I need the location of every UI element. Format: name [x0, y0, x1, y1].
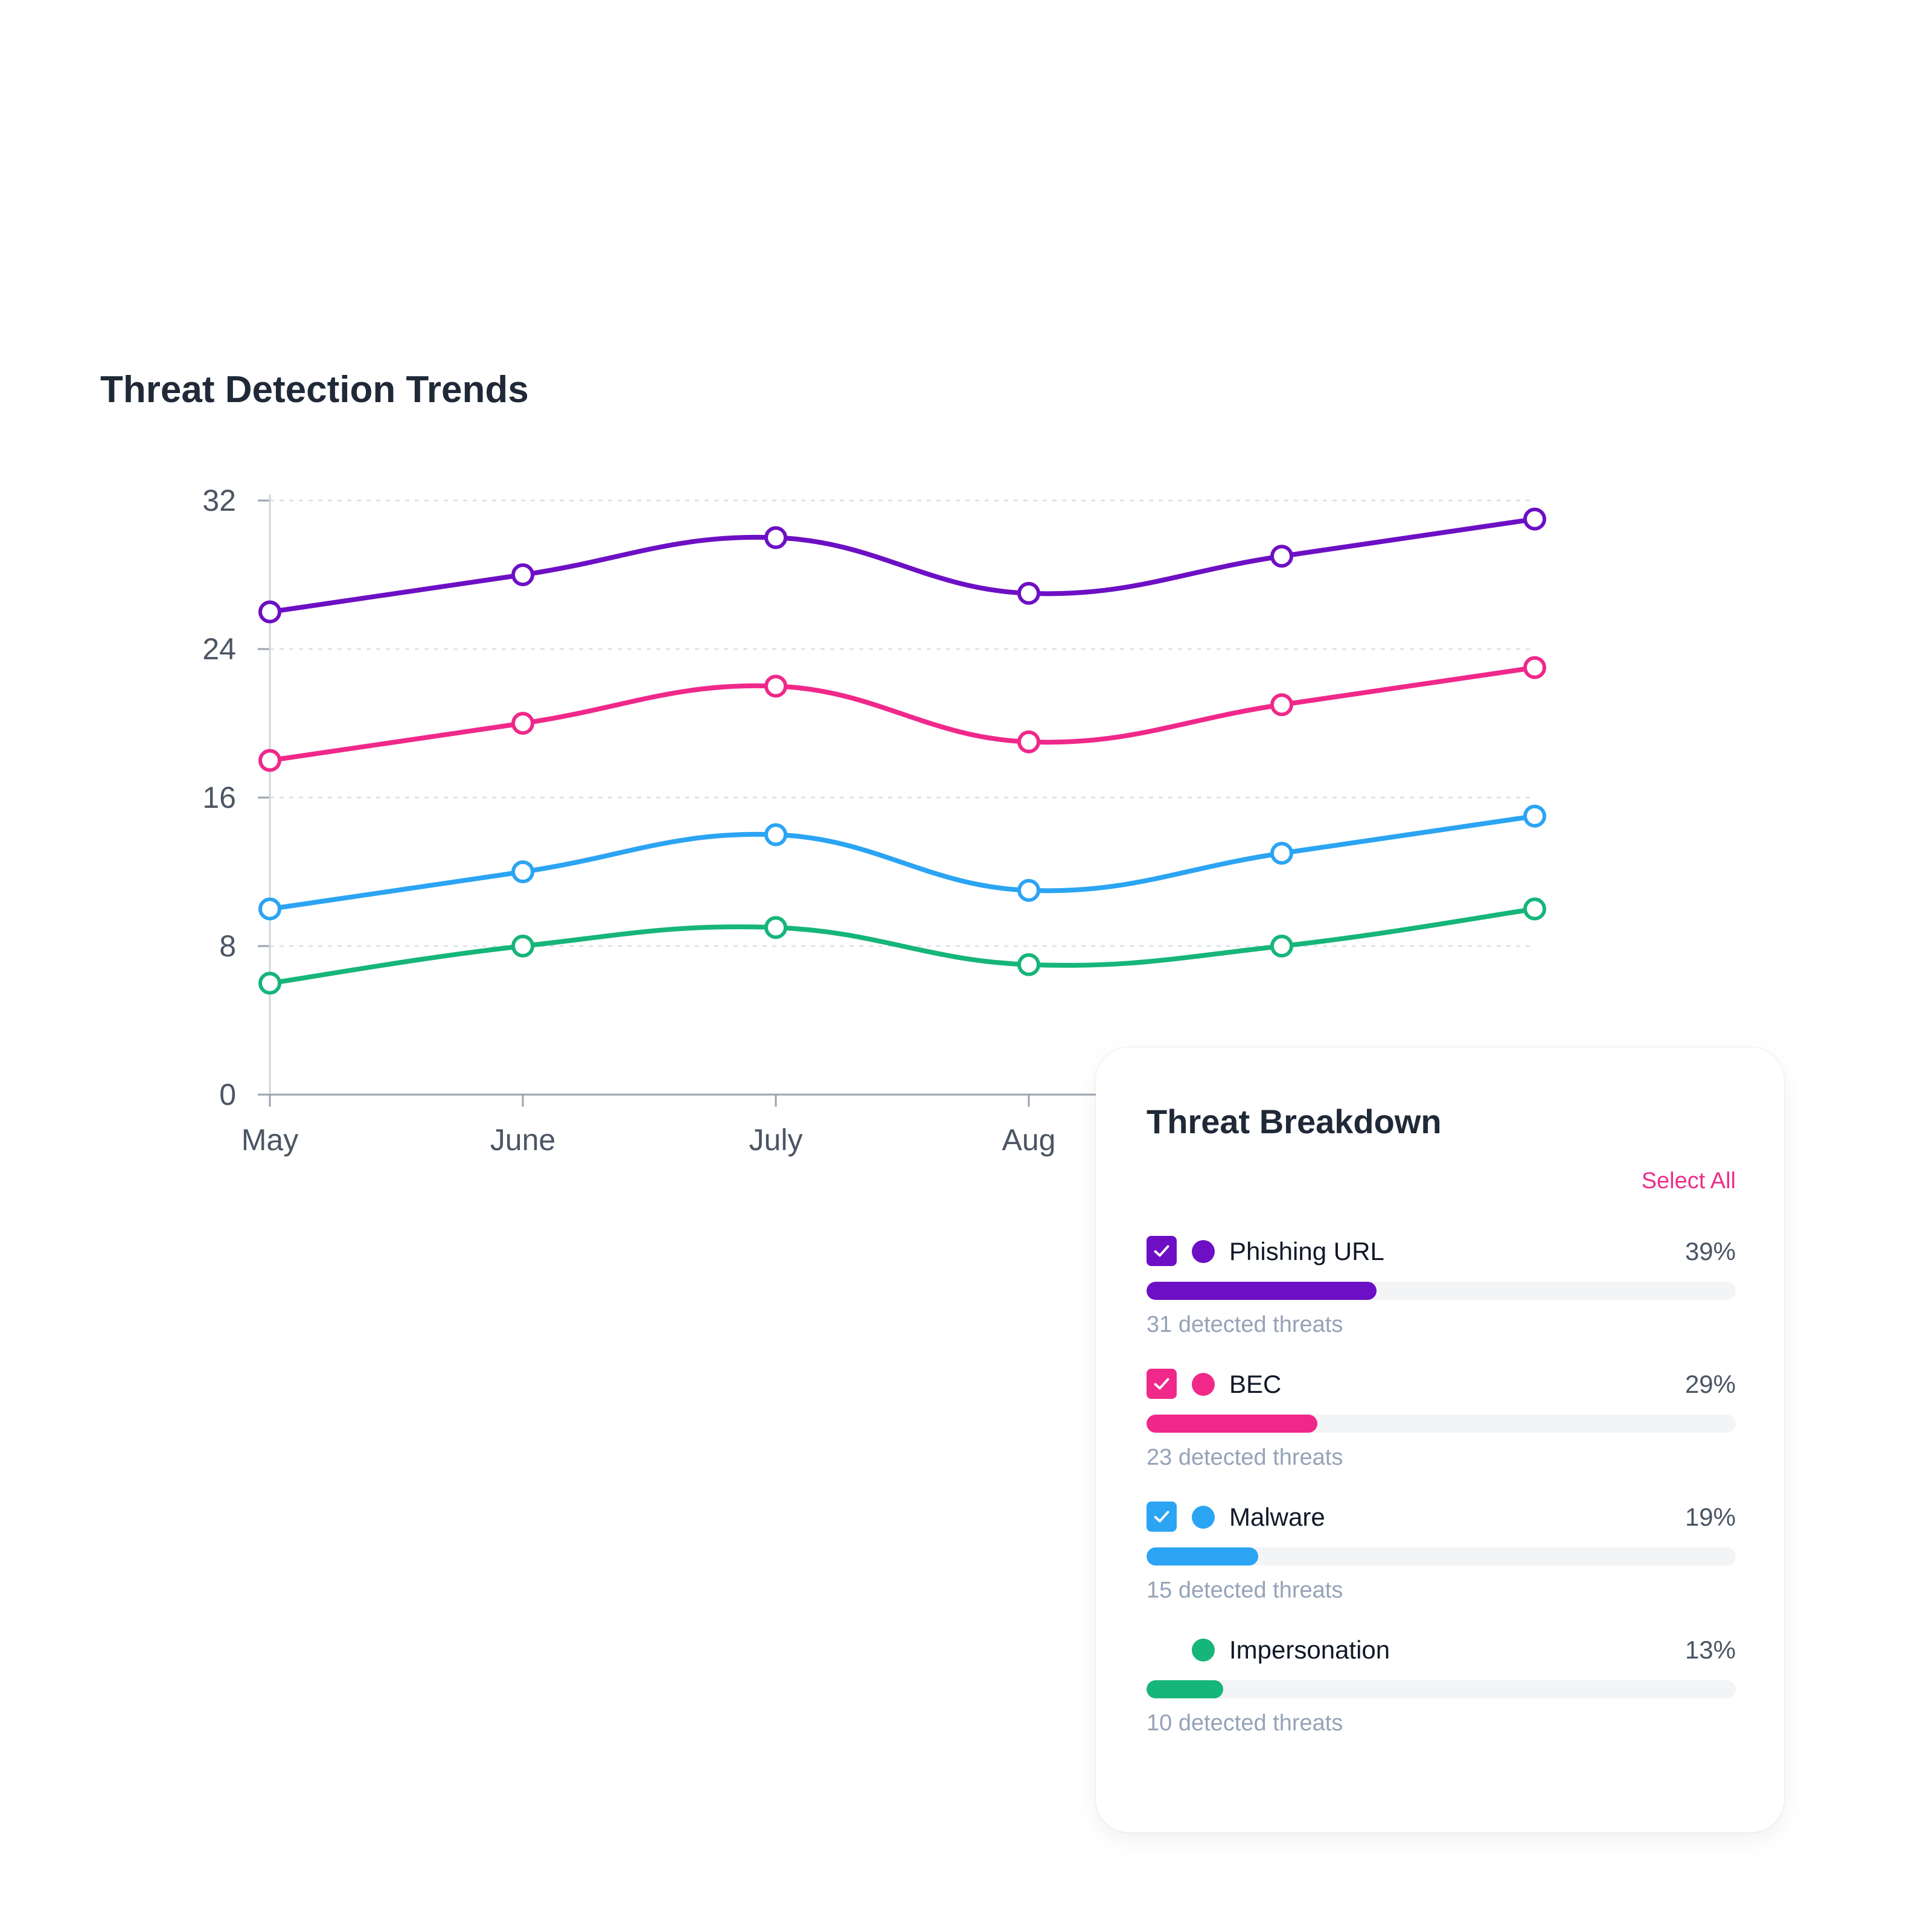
progress-fill	[1147, 1680, 1223, 1698]
data-point-impersonation[interactable]	[511, 935, 534, 958]
detected-threats-count: 15 detected threats	[1147, 1578, 1343, 1603]
data-point-malware[interactable]	[1017, 878, 1040, 902]
threat-breakdown-panel: Threat Breakdown Select All Phishing URL…	[1096, 1048, 1784, 1832]
data-point-phishing-url[interactable]	[1270, 545, 1293, 568]
breakdown-title: Threat Breakdown	[1147, 1102, 1442, 1140]
detected-threats-count: 10 detected threats	[1147, 1710, 1343, 1736]
data-point-malware[interactable]	[764, 823, 787, 846]
y-tick-label: 24	[202, 632, 236, 666]
data-point-phishing-url[interactable]	[1017, 581, 1040, 605]
x-tick-label: June	[490, 1123, 555, 1157]
series-points	[258, 507, 1546, 995]
x-tick-label: July	[749, 1123, 803, 1157]
check-icon	[1154, 1245, 1169, 1257]
breakdown-item-malware: Malware 19% 15 detected threats	[1147, 1500, 1736, 1621]
y-tick-label: 8	[219, 929, 236, 963]
progress-fill	[1147, 1282, 1377, 1300]
data-point-bec[interactable]	[1017, 730, 1040, 753]
detected-threats-count: 31 detected threats	[1147, 1312, 1343, 1337]
check-icon	[1154, 1511, 1169, 1523]
breakdown-item-phishing-url: Phishing URL 39% 31 detected threats	[1147, 1235, 1736, 1355]
data-point-impersonation[interactable]	[1523, 897, 1546, 921]
impersonation-color-dot	[1192, 1639, 1215, 1662]
series-lines	[267, 516, 1537, 986]
data-point-malware[interactable]	[1270, 842, 1293, 865]
series-line-phishing-url	[267, 516, 1537, 615]
bec-checkbox[interactable]	[1147, 1369, 1177, 1399]
phishing-url-checkbox[interactable]	[1147, 1236, 1177, 1266]
progress-fill	[1147, 1415, 1318, 1433]
data-point-bec[interactable]	[511, 712, 534, 735]
breakdown-item-bec: BEC 29% 23 detected threats	[1147, 1367, 1736, 1488]
data-point-malware[interactable]	[511, 860, 534, 883]
breakdown-item-percent: 19%	[1684, 1503, 1736, 1531]
data-point-phishing-url[interactable]	[1523, 507, 1546, 531]
phishing-url-color-dot	[1192, 1240, 1215, 1263]
data-point-malware[interactable]	[1523, 804, 1546, 828]
malware-color-dot	[1192, 1506, 1215, 1529]
breakdown-item-label: Impersonation	[1229, 1636, 1390, 1664]
progress-track	[1147, 1282, 1736, 1300]
progress-fill	[1147, 1547, 1259, 1566]
series-line-malware	[267, 813, 1537, 912]
detected-threats-count: 23 detected threats	[1147, 1445, 1343, 1470]
impersonation-checkbox[interactable]	[1147, 1634, 1177, 1665]
data-point-impersonation[interactable]	[258, 971, 281, 995]
progress-track	[1147, 1415, 1736, 1433]
data-point-malware[interactable]	[258, 897, 281, 921]
y-tick-label: 16	[202, 781, 236, 814]
breakdown-item-percent: 29%	[1684, 1370, 1736, 1398]
breakdown-item-label: Phishing URL	[1229, 1237, 1384, 1265]
series-line-bec	[267, 665, 1537, 763]
breakdown-item-label: BEC	[1229, 1370, 1282, 1398]
breakdown-item-percent: 13%	[1684, 1636, 1736, 1664]
data-point-impersonation[interactable]	[1017, 953, 1040, 976]
breakdown-item-label: Malware	[1229, 1503, 1325, 1531]
y-tick-label: 32	[202, 484, 236, 517]
bec-color-dot	[1192, 1373, 1215, 1396]
x-tick-label: Aug	[1002, 1123, 1056, 1157]
data-point-bec[interactable]	[1523, 656, 1546, 679]
data-point-phishing-url[interactable]	[511, 563, 534, 586]
breakdown-item-impersonation: Impersonation 13% 10 detected threats	[1147, 1633, 1736, 1754]
y-tick-label: 0	[219, 1078, 236, 1112]
series-line-impersonation	[267, 906, 1537, 986]
check-icon	[1154, 1378, 1169, 1390]
data-point-phishing-url[interactable]	[258, 600, 281, 624]
data-point-bec[interactable]	[764, 674, 787, 698]
data-point-bec[interactable]	[258, 749, 281, 772]
breakdown-item-percent: 39%	[1684, 1237, 1736, 1265]
x-tick-label: May	[242, 1123, 298, 1157]
data-point-impersonation[interactable]	[764, 916, 787, 939]
malware-checkbox[interactable]	[1147, 1502, 1177, 1532]
progress-track	[1147, 1680, 1736, 1698]
data-point-bec[interactable]	[1270, 693, 1293, 717]
select-all-link[interactable]: Select All	[1641, 1168, 1736, 1194]
data-point-phishing-url[interactable]	[764, 526, 787, 549]
progress-track	[1147, 1547, 1736, 1566]
data-point-impersonation[interactable]	[1270, 935, 1293, 958]
chart-title: Threat Detection Trends	[100, 369, 529, 411]
grid-lines	[270, 499, 1535, 1096]
